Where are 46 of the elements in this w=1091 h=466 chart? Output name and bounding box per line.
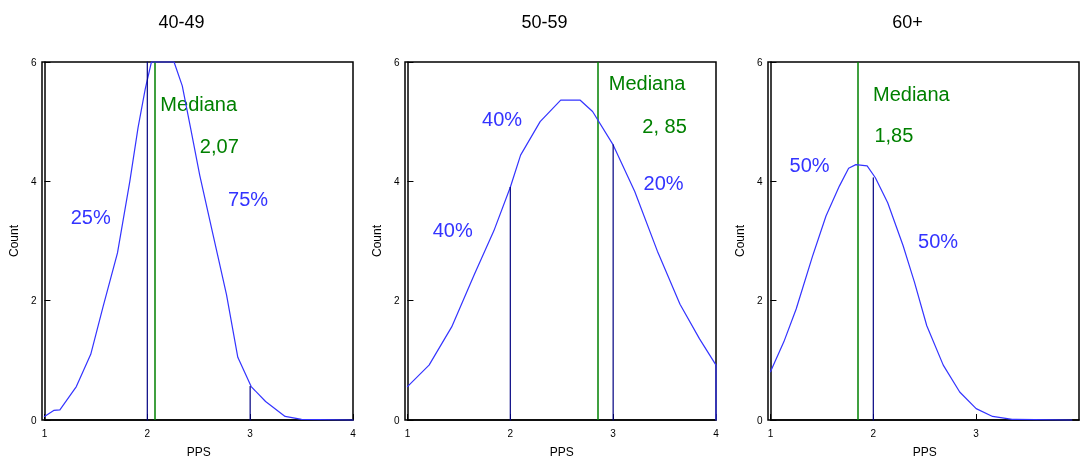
chart-title: 40-49	[158, 12, 205, 32]
x-axis-title: PPS	[549, 445, 574, 459]
annotation: 40%	[432, 218, 473, 241]
chart-title: 60+	[892, 12, 923, 32]
y-tick-label: 4	[756, 175, 763, 187]
annotation: 50%	[789, 153, 830, 176]
x-tick-label: 3	[973, 427, 980, 439]
x-tick-label: 2	[507, 427, 514, 439]
x-tick-label: 2	[144, 427, 151, 439]
x-axis-title: PPS	[186, 445, 211, 459]
y-tick-label: 0	[393, 414, 400, 426]
y-tick-label: 2	[756, 295, 763, 307]
annotation: Mediana	[873, 82, 951, 105]
annotation: Mediana	[608, 72, 687, 95]
x-tick-label: 4	[713, 427, 720, 439]
x-tick-label: 1	[404, 427, 411, 439]
annotation: Mediana	[160, 92, 238, 115]
annotation: 50%	[918, 230, 959, 252]
y-tick-label: 4	[393, 175, 400, 187]
annotation: 40%	[482, 107, 523, 130]
y-tick-label: 2	[393, 295, 400, 307]
y-tick-label: 0	[30, 414, 37, 426]
y-tick-label: 6	[30, 56, 37, 68]
y-axis-title: Count	[733, 224, 747, 258]
y-tick-label: 6	[393, 56, 400, 68]
annotation: 2, 85	[642, 115, 687, 138]
annotation: 25%	[70, 206, 111, 229]
y-tick-label: 6	[756, 56, 763, 68]
y-axis-title: Count	[7, 224, 21, 258]
x-tick-label: 2	[870, 427, 877, 439]
y-tick-label: 0	[756, 414, 763, 426]
y-tick-label: 2	[30, 295, 37, 307]
y-tick-label: 4	[30, 175, 37, 187]
annotation: 2,07	[199, 134, 239, 157]
chart-title: 50-59	[521, 12, 568, 32]
annotation: 1,85	[874, 123, 914, 146]
annotation: 75%	[228, 188, 269, 211]
x-tick-label: 3	[247, 427, 254, 439]
line-series	[43, 61, 354, 421]
x-tick-label: 4	[350, 427, 357, 439]
x-axis-title: PPS	[912, 445, 937, 459]
x-tick-label: 3	[610, 427, 617, 439]
annotation: 20%	[643, 172, 684, 195]
x-tick-label: 1	[767, 427, 774, 439]
x-tick-label: 1	[41, 427, 48, 439]
y-axis-title: Count	[370, 224, 384, 258]
